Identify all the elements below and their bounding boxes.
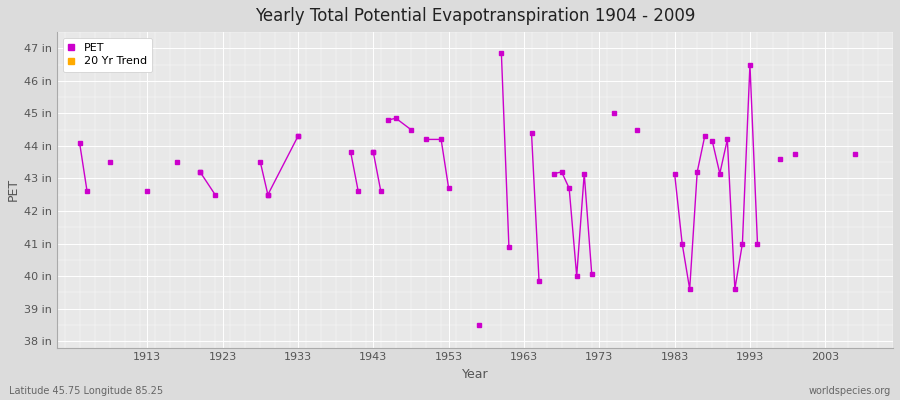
Title: Yearly Total Potential Evapotranspiration 1904 - 2009: Yearly Total Potential Evapotranspiratio… [255,7,695,25]
Text: Latitude 45.75 Longitude 85.25: Latitude 45.75 Longitude 85.25 [9,386,163,396]
Text: worldspecies.org: worldspecies.org [809,386,891,396]
Legend: PET, 20 Yr Trend: PET, 20 Yr Trend [62,38,152,72]
Y-axis label: PET: PET [7,178,20,202]
X-axis label: Year: Year [462,368,489,381]
